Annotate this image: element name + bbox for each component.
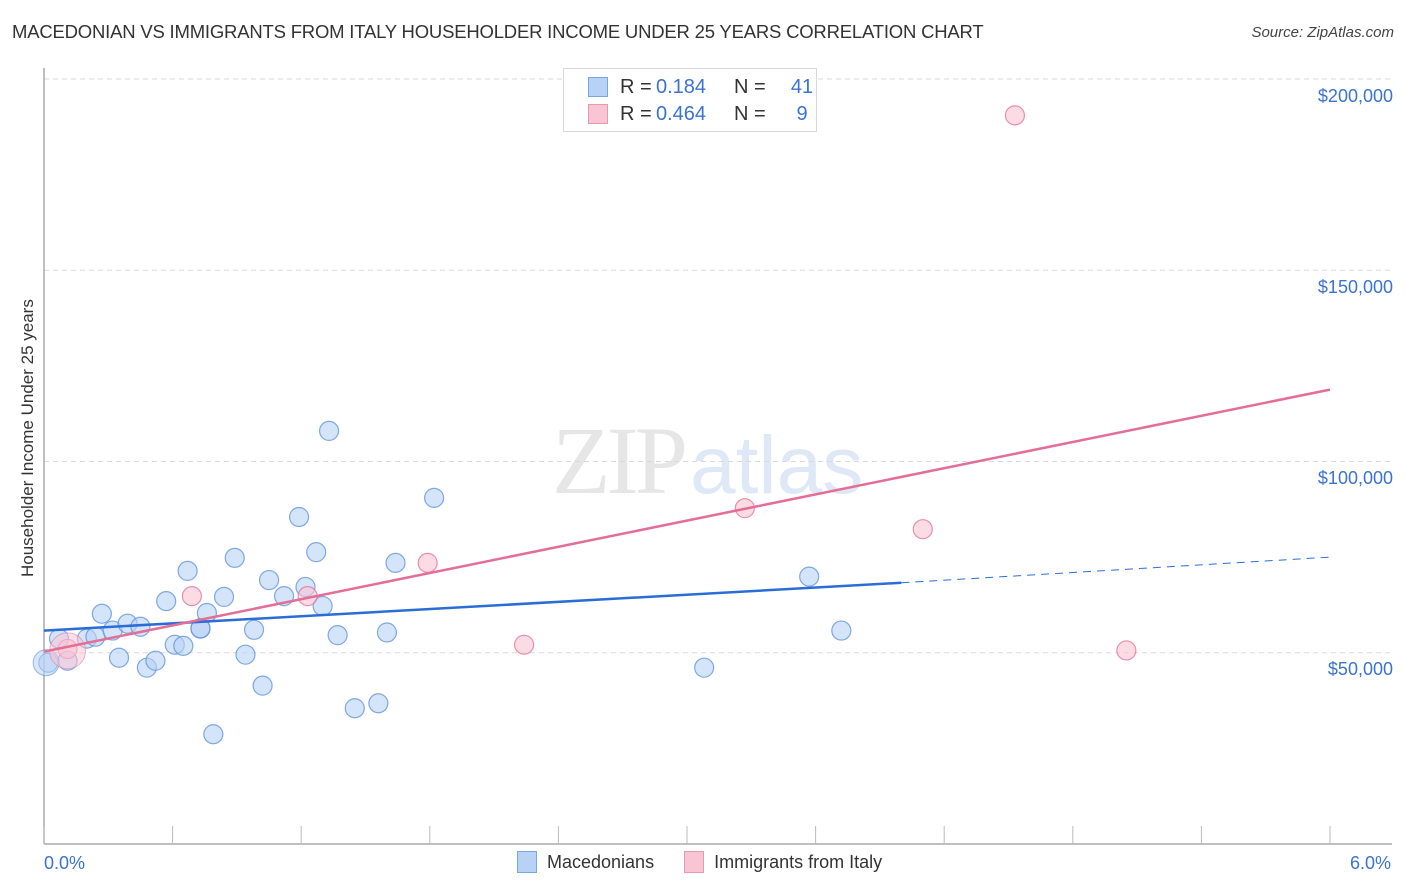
- macedonian-point: [831, 620, 852, 641]
- macedonian-point: [203, 724, 224, 745]
- macedonian-point: [108, 647, 130, 668]
- italy-point: [1116, 640, 1137, 661]
- x-tick-min: 0.0%: [44, 853, 86, 873]
- macedonians-legend-swatch-icon: [517, 851, 537, 873]
- watermark-atlas: atlas: [690, 420, 864, 511]
- legend-row-italy: R = 0.464 N = 9: [588, 102, 822, 126]
- italy-point: [912, 519, 933, 540]
- y-tick-200000: $200,000: [1317, 86, 1393, 106]
- italy-point-large: [49, 632, 87, 670]
- n-label: N =: [734, 75, 766, 98]
- macedonians-trendline-extension: [901, 556, 1331, 584]
- macedonian-point: [173, 635, 194, 656]
- macedonian-point: [306, 542, 327, 563]
- macedonian-point: [694, 657, 715, 678]
- legend-row-macedonians: R = 0.184 N = 41: [588, 75, 822, 99]
- italy-point: [181, 586, 202, 607]
- macedonian-point: [224, 547, 245, 568]
- r-value: 0.464: [656, 102, 707, 125]
- macedonian-point: [258, 569, 280, 591]
- legend-item-italy[interactable]: Immigrants from Italy: [684, 851, 882, 873]
- legend-label: Macedonians: [547, 851, 655, 872]
- legend-label: Immigrants from Italy: [714, 851, 883, 872]
- macedonians-swatch-icon: [588, 77, 608, 97]
- y-axis-label: Householder Income Under 25 years: [18, 299, 37, 577]
- n-value: 9: [796, 102, 808, 125]
- y-tick-50000: $50,000: [1327, 659, 1393, 679]
- y-tick-150000: $150,000: [1317, 277, 1393, 297]
- watermark-zip: ZIP: [552, 407, 688, 514]
- correlation-legend: R = 0.184 N = 41 R = 0.464 N = 9: [563, 68, 817, 132]
- r-value: 0.184: [656, 75, 707, 98]
- macedonian-point: [376, 622, 398, 643]
- n-value: 41: [790, 75, 814, 98]
- y-tick-100000: $100,000: [1317, 468, 1393, 488]
- macedonian-point: [177, 560, 198, 581]
- x-tick-max: 6.0%: [1350, 853, 1392, 873]
- macedonian-point: [235, 644, 256, 665]
- italy-point: [417, 552, 438, 573]
- macedonian-point: [799, 566, 820, 587]
- n-label: N =: [734, 102, 766, 125]
- macedonian-point: [318, 420, 340, 441]
- watermark-logo: ZIPatlas: [552, 405, 863, 516]
- r-label: R =: [620, 102, 652, 125]
- macedonian-point: [344, 698, 365, 719]
- italy-legend-swatch-icon: [684, 851, 705, 873]
- r-label: R =: [620, 75, 652, 98]
- macedonian-point: [145, 650, 166, 671]
- italy-point: [1004, 105, 1026, 126]
- italy-point: [514, 634, 535, 655]
- macedonian-point: [91, 603, 112, 624]
- macedonian-point: [156, 591, 177, 612]
- italy-trendline: [43, 388, 1331, 653]
- macedonian-point: [423, 487, 445, 508]
- macedonian-point: [288, 506, 310, 528]
- macedonian-point: [368, 693, 389, 714]
- chart-title: MACEDONIAN VS IMMIGRANTS FROM ITALY HOUS…: [12, 21, 984, 42]
- italy-swatch-icon: [588, 104, 608, 124]
- macedonian-point: [385, 552, 406, 573]
- series-legend: Macedonians Immigrants from Italy: [517, 851, 912, 873]
- macedonian-point: [327, 625, 348, 646]
- macedonian-point: [252, 675, 273, 696]
- macedonian-point: [243, 619, 265, 640]
- macedonian-point: [213, 586, 235, 608]
- source-label: Source: ZipAtlas.com: [1251, 24, 1394, 41]
- legend-item-macedonians[interactable]: Macedonians: [517, 851, 654, 873]
